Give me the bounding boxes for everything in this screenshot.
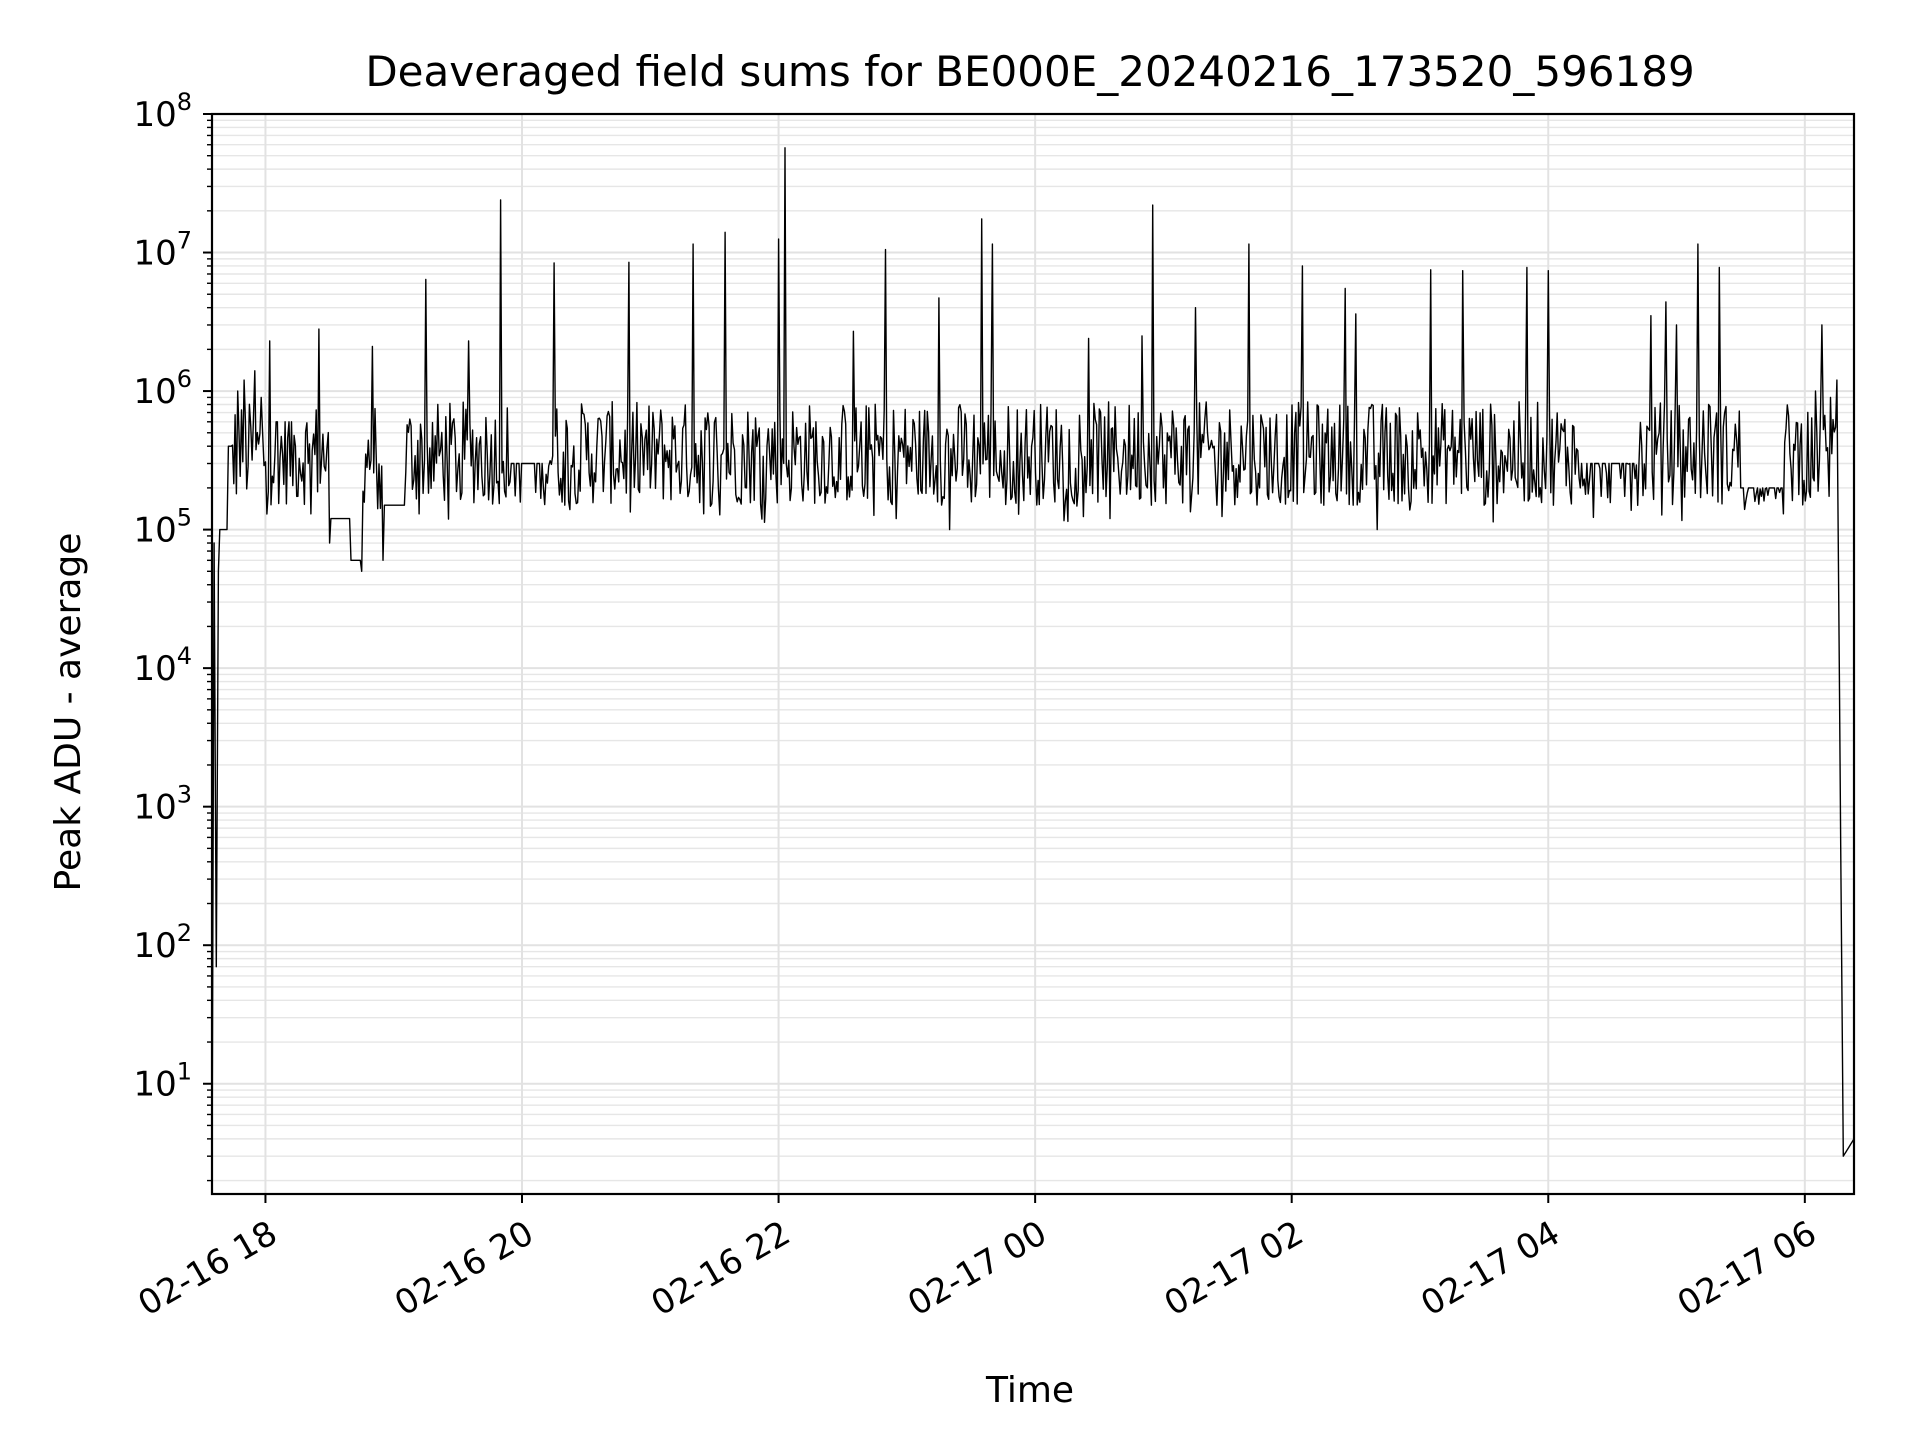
x-tick-label: 02-16 18: [132, 1213, 284, 1324]
chart-title: Deaveraged field sums for BE000E_2024021…: [365, 47, 1694, 96]
y-tick-label: 102: [133, 919, 192, 966]
x-tick-label: 02-17 02: [1158, 1213, 1310, 1324]
gridlines: [212, 113, 1854, 1194]
x-tick-label: 02-17 00: [901, 1213, 1053, 1324]
x-tick-label: 02-17 06: [1671, 1213, 1823, 1324]
x-axis-label: Time: [985, 1370, 1074, 1411]
x-tick-label: 02-16 22: [645, 1213, 797, 1324]
y-tick-label: 105: [133, 504, 192, 551]
x-tick-label: 02-17 04: [1414, 1213, 1566, 1324]
y-axis: 101 102 103 104 105 106 107 108: [133, 88, 212, 1182]
y-tick-label: 107: [133, 227, 192, 274]
series-line: [211, 147, 1855, 1195]
y-tick-label: 108: [133, 88, 192, 135]
y-axis-label: Peak ADU - average: [48, 533, 89, 892]
y-tick-label: 103: [133, 781, 192, 828]
y-tick-label: 106: [133, 365, 192, 412]
plot-frame: [210, 112, 1856, 1196]
series-layer: [211, 147, 1855, 1195]
x-tick-label: 02-16 20: [388, 1213, 540, 1324]
y-tick-label: 104: [133, 642, 192, 689]
y-tick-label: 101: [133, 1058, 192, 1105]
x-axis: 02-16 18 02-16 20 02-16 22 02-17 00 02-17 02…: [132, 1194, 1823, 1324]
